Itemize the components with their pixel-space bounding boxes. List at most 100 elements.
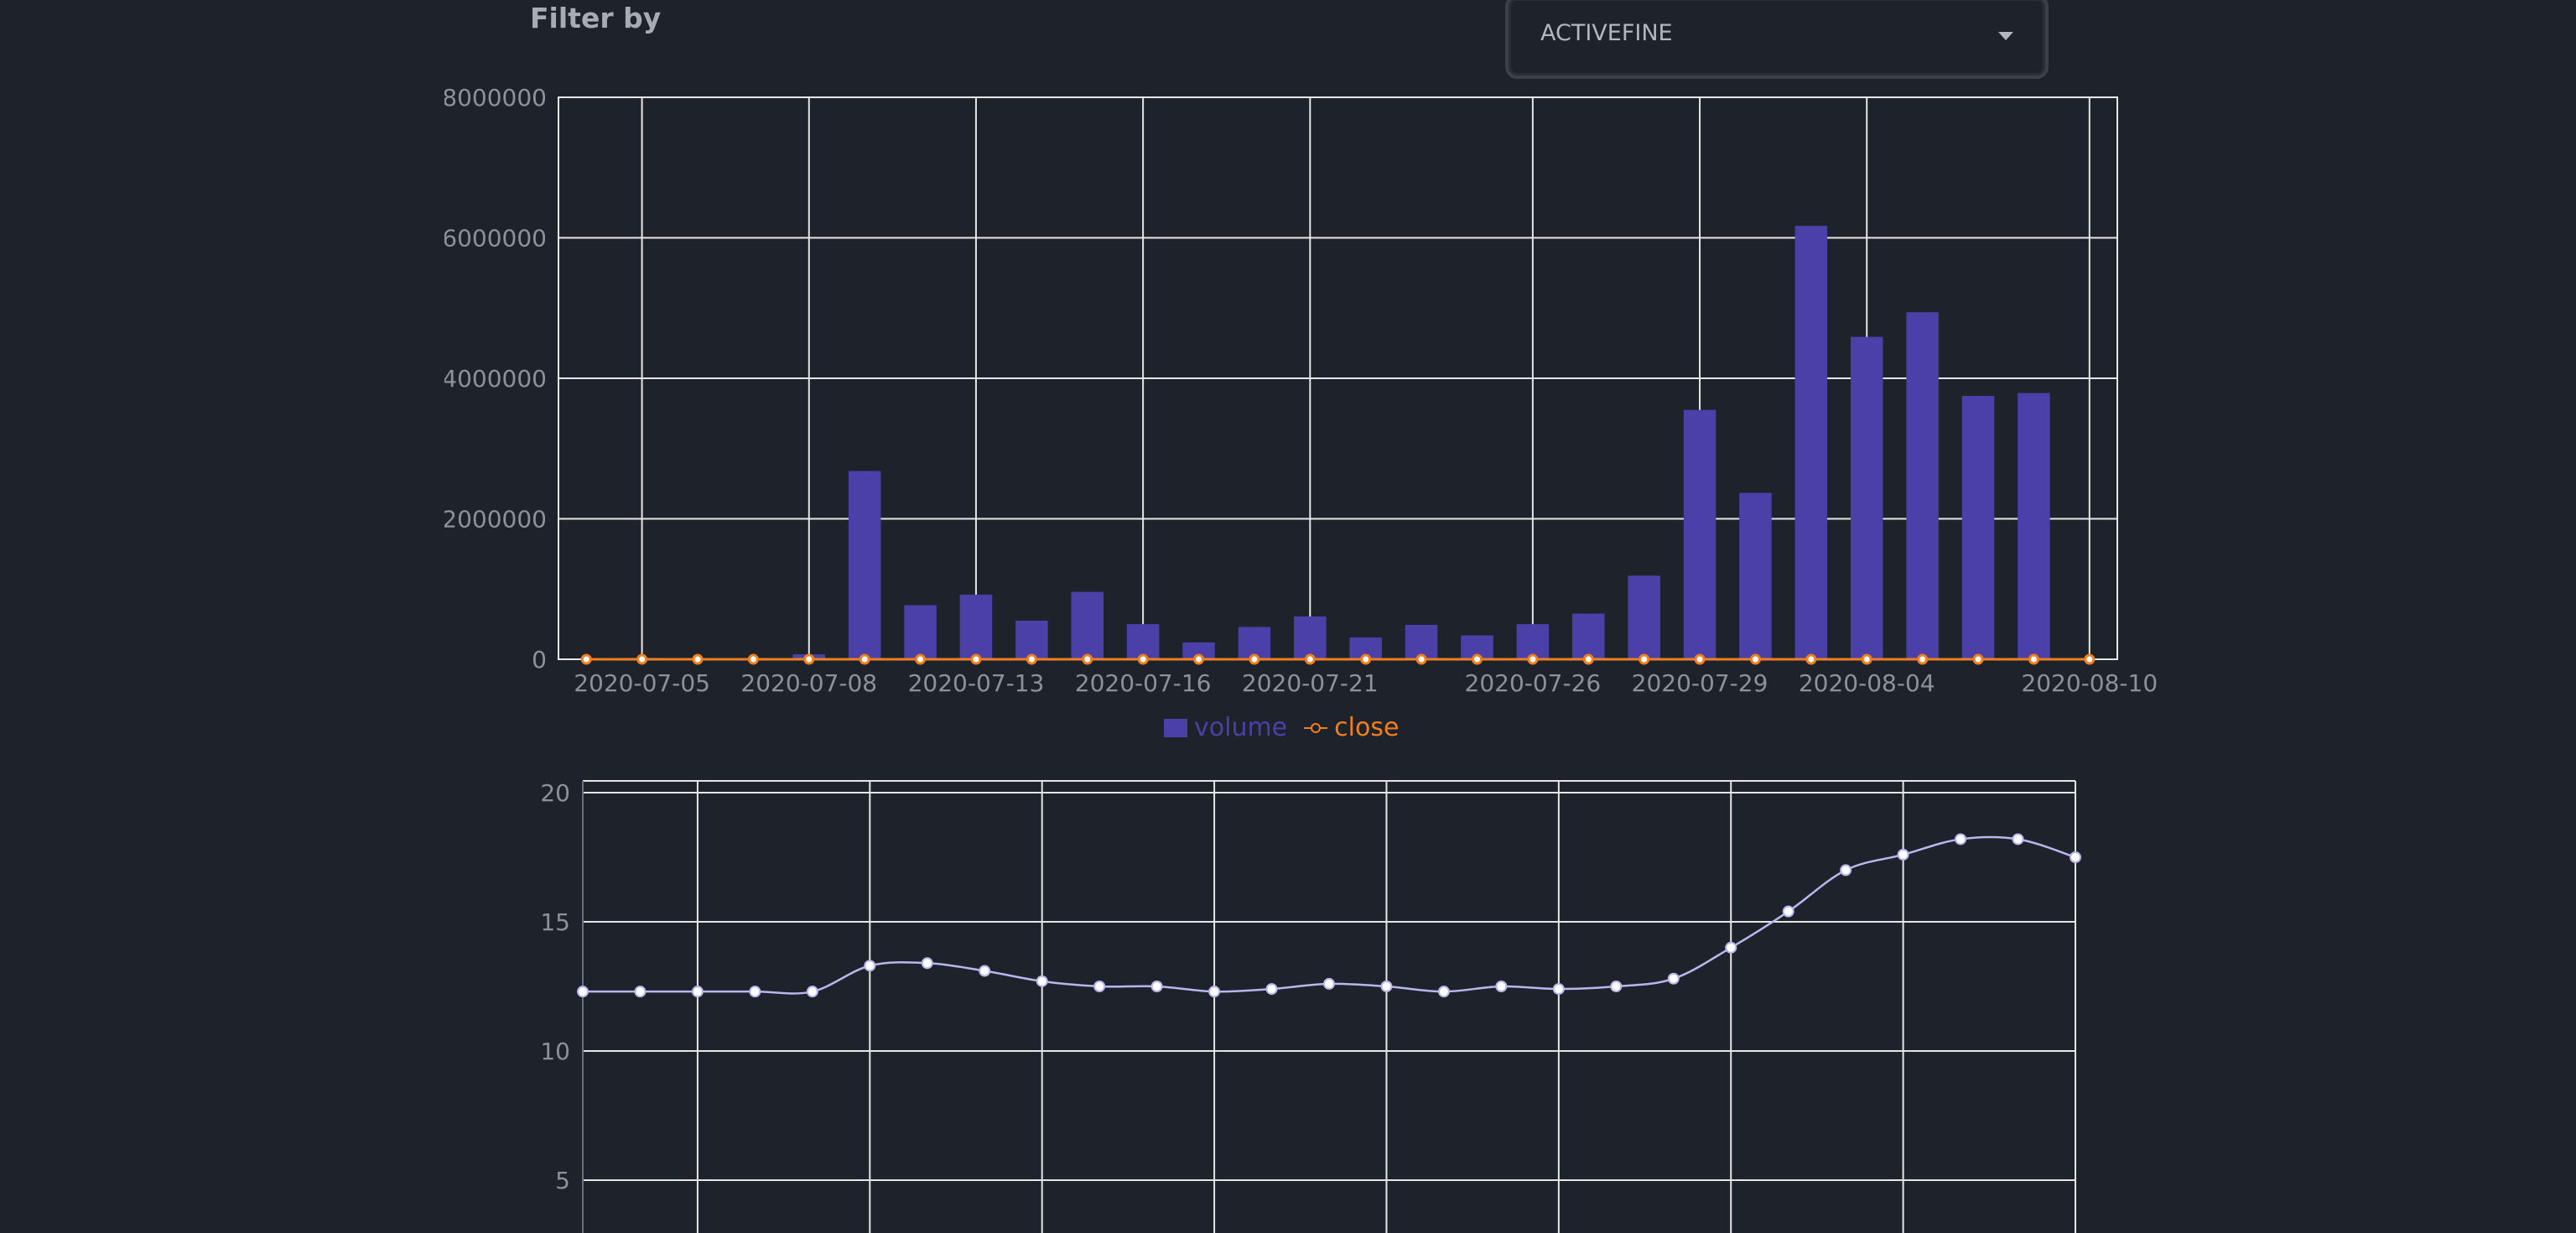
price-point: [864, 960, 876, 972]
x-tick-label: 2020-07-26: [1465, 669, 1602, 697]
close-point: [636, 653, 648, 665]
x-tick-label: 2020-07-13: [908, 669, 1045, 697]
x-tick-label: 2020-07-29: [1632, 669, 1768, 697]
price-point: [749, 986, 761, 998]
volume-bar: [1739, 492, 1772, 659]
close-point: [692, 653, 704, 665]
volume-bar: [1071, 591, 1104, 659]
price-point: [1036, 975, 1048, 987]
volume-bar: [1683, 409, 1716, 659]
close-point: [1249, 653, 1260, 665]
y-tick-label: 6000000: [442, 225, 547, 252]
volume-bar: [1794, 226, 1828, 659]
chevron-down-icon[interactable]: [1998, 32, 2013, 40]
volume-bar: [1405, 624, 1438, 659]
volume-bar: [1516, 624, 1550, 659]
close-point: [1082, 653, 1093, 665]
close-point: [1749, 653, 1761, 665]
volume-bar: [1294, 616, 1327, 659]
close-point: [1972, 653, 1984, 665]
volume-bar: [848, 471, 881, 659]
price-point: [1150, 981, 1163, 992]
x-tick-label: 2020-07-16: [1075, 669, 1212, 697]
price-point: [1437, 986, 1450, 998]
volume-bar: [959, 594, 993, 659]
volume-bar: [1850, 336, 1883, 659]
price-point: [1610, 981, 1623, 992]
y-tick-label: 2000000: [442, 506, 547, 533]
volume-bar: [1182, 642, 1215, 659]
price-point: [1380, 981, 1393, 992]
price-point: [1840, 864, 1852, 877]
close-point: [1137, 653, 1149, 665]
y-tick-label: 8000000: [442, 84, 547, 112]
price-point: [1667, 972, 1680, 985]
close-point: [1304, 653, 1316, 665]
price-point: [1495, 981, 1508, 992]
filter-label: Filter by: [530, 2, 662, 34]
legend-volume-swatch: [1164, 718, 1187, 737]
close-point: [1917, 653, 1929, 665]
y-tick-label: 5: [555, 1167, 570, 1194]
volume-close-chart: 0 2000000 4000000 6000000 8000000 2020-07-05 2…: [442, 84, 2158, 697]
close-point: [580, 653, 592, 665]
y-tick-label: 10: [540, 1038, 570, 1065]
volume-bar: [1628, 575, 1660, 659]
price-point: [1897, 848, 1909, 861]
symbol-select-value: ACTIVEFINE: [1540, 20, 1673, 46]
y-tick-label: 15: [540, 908, 570, 936]
legend-item-volume[interactable]: volume: [1164, 713, 1287, 742]
price-point: [1782, 905, 1794, 918]
x-tick-label: 2020-08-04: [1799, 669, 1935, 697]
chart-legend: volume close: [1164, 713, 1415, 742]
close-point: [1639, 653, 1650, 665]
close-point: [803, 653, 815, 665]
close-point: [970, 653, 982, 665]
volume-bar: [1015, 620, 1048, 659]
legend-item-close[interactable]: close: [1304, 713, 1399, 742]
x-tick-label: 2020-08-10: [2021, 669, 2158, 697]
close-point: [2028, 653, 2039, 665]
close-point: [1694, 653, 1706, 665]
close-point: [1582, 653, 1594, 665]
close-point: [1193, 653, 1205, 665]
price-point: [1093, 981, 1106, 992]
close-point: [915, 653, 927, 665]
price-point: [979, 965, 991, 977]
legend-close-swatch: [1304, 719, 1328, 737]
volume-bar: [2018, 393, 2050, 659]
close-point: [1360, 653, 1372, 665]
close-point: [1415, 653, 1427, 665]
price-line-chart: 5 10 15 20: [540, 779, 2081, 1233]
price-series-line: [582, 835, 2076, 995]
x-tick-label: 2020-07-08: [740, 669, 877, 697]
y-tick-label: 20: [540, 779, 570, 807]
close-point: [1805, 653, 1817, 665]
price-point: [1265, 983, 1278, 996]
volume-bar: [1906, 312, 1939, 659]
volume-bar: [1126, 624, 1160, 659]
price-point: [2012, 833, 2024, 845]
y-tick-label: 0: [532, 646, 547, 674]
close-point: [1471, 653, 1483, 665]
price-point: [1208, 986, 1221, 998]
price-point: [691, 986, 704, 998]
volume-bar: [1572, 613, 1605, 659]
x-tick-label: 2020-07-05: [574, 669, 710, 697]
close-point: [1861, 653, 1872, 665]
volume-bar: [1961, 395, 1995, 659]
price-point: [577, 986, 589, 998]
price-point: [806, 986, 818, 998]
close-point: [859, 653, 870, 665]
legend-close-label: close: [1334, 713, 1400, 742]
price-point: [921, 957, 933, 970]
price-point: [1725, 941, 1737, 954]
close-point: [747, 653, 759, 665]
y-tick-label: 4000000: [442, 365, 547, 393]
close-point: [1026, 653, 1037, 665]
price-point: [1323, 977, 1335, 990]
price-point: [634, 986, 647, 998]
symbol-select[interactable]: ACTIVEFINE: [1505, 0, 2049, 79]
volume-bar: [904, 605, 937, 659]
x-tick-label: 2020-07-21: [1242, 669, 1379, 697]
